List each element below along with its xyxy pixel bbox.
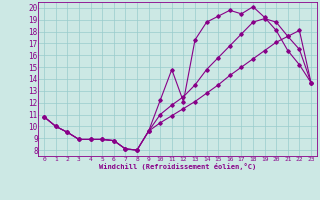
X-axis label: Windchill (Refroidissement éolien,°C): Windchill (Refroidissement éolien,°C) <box>99 163 256 170</box>
